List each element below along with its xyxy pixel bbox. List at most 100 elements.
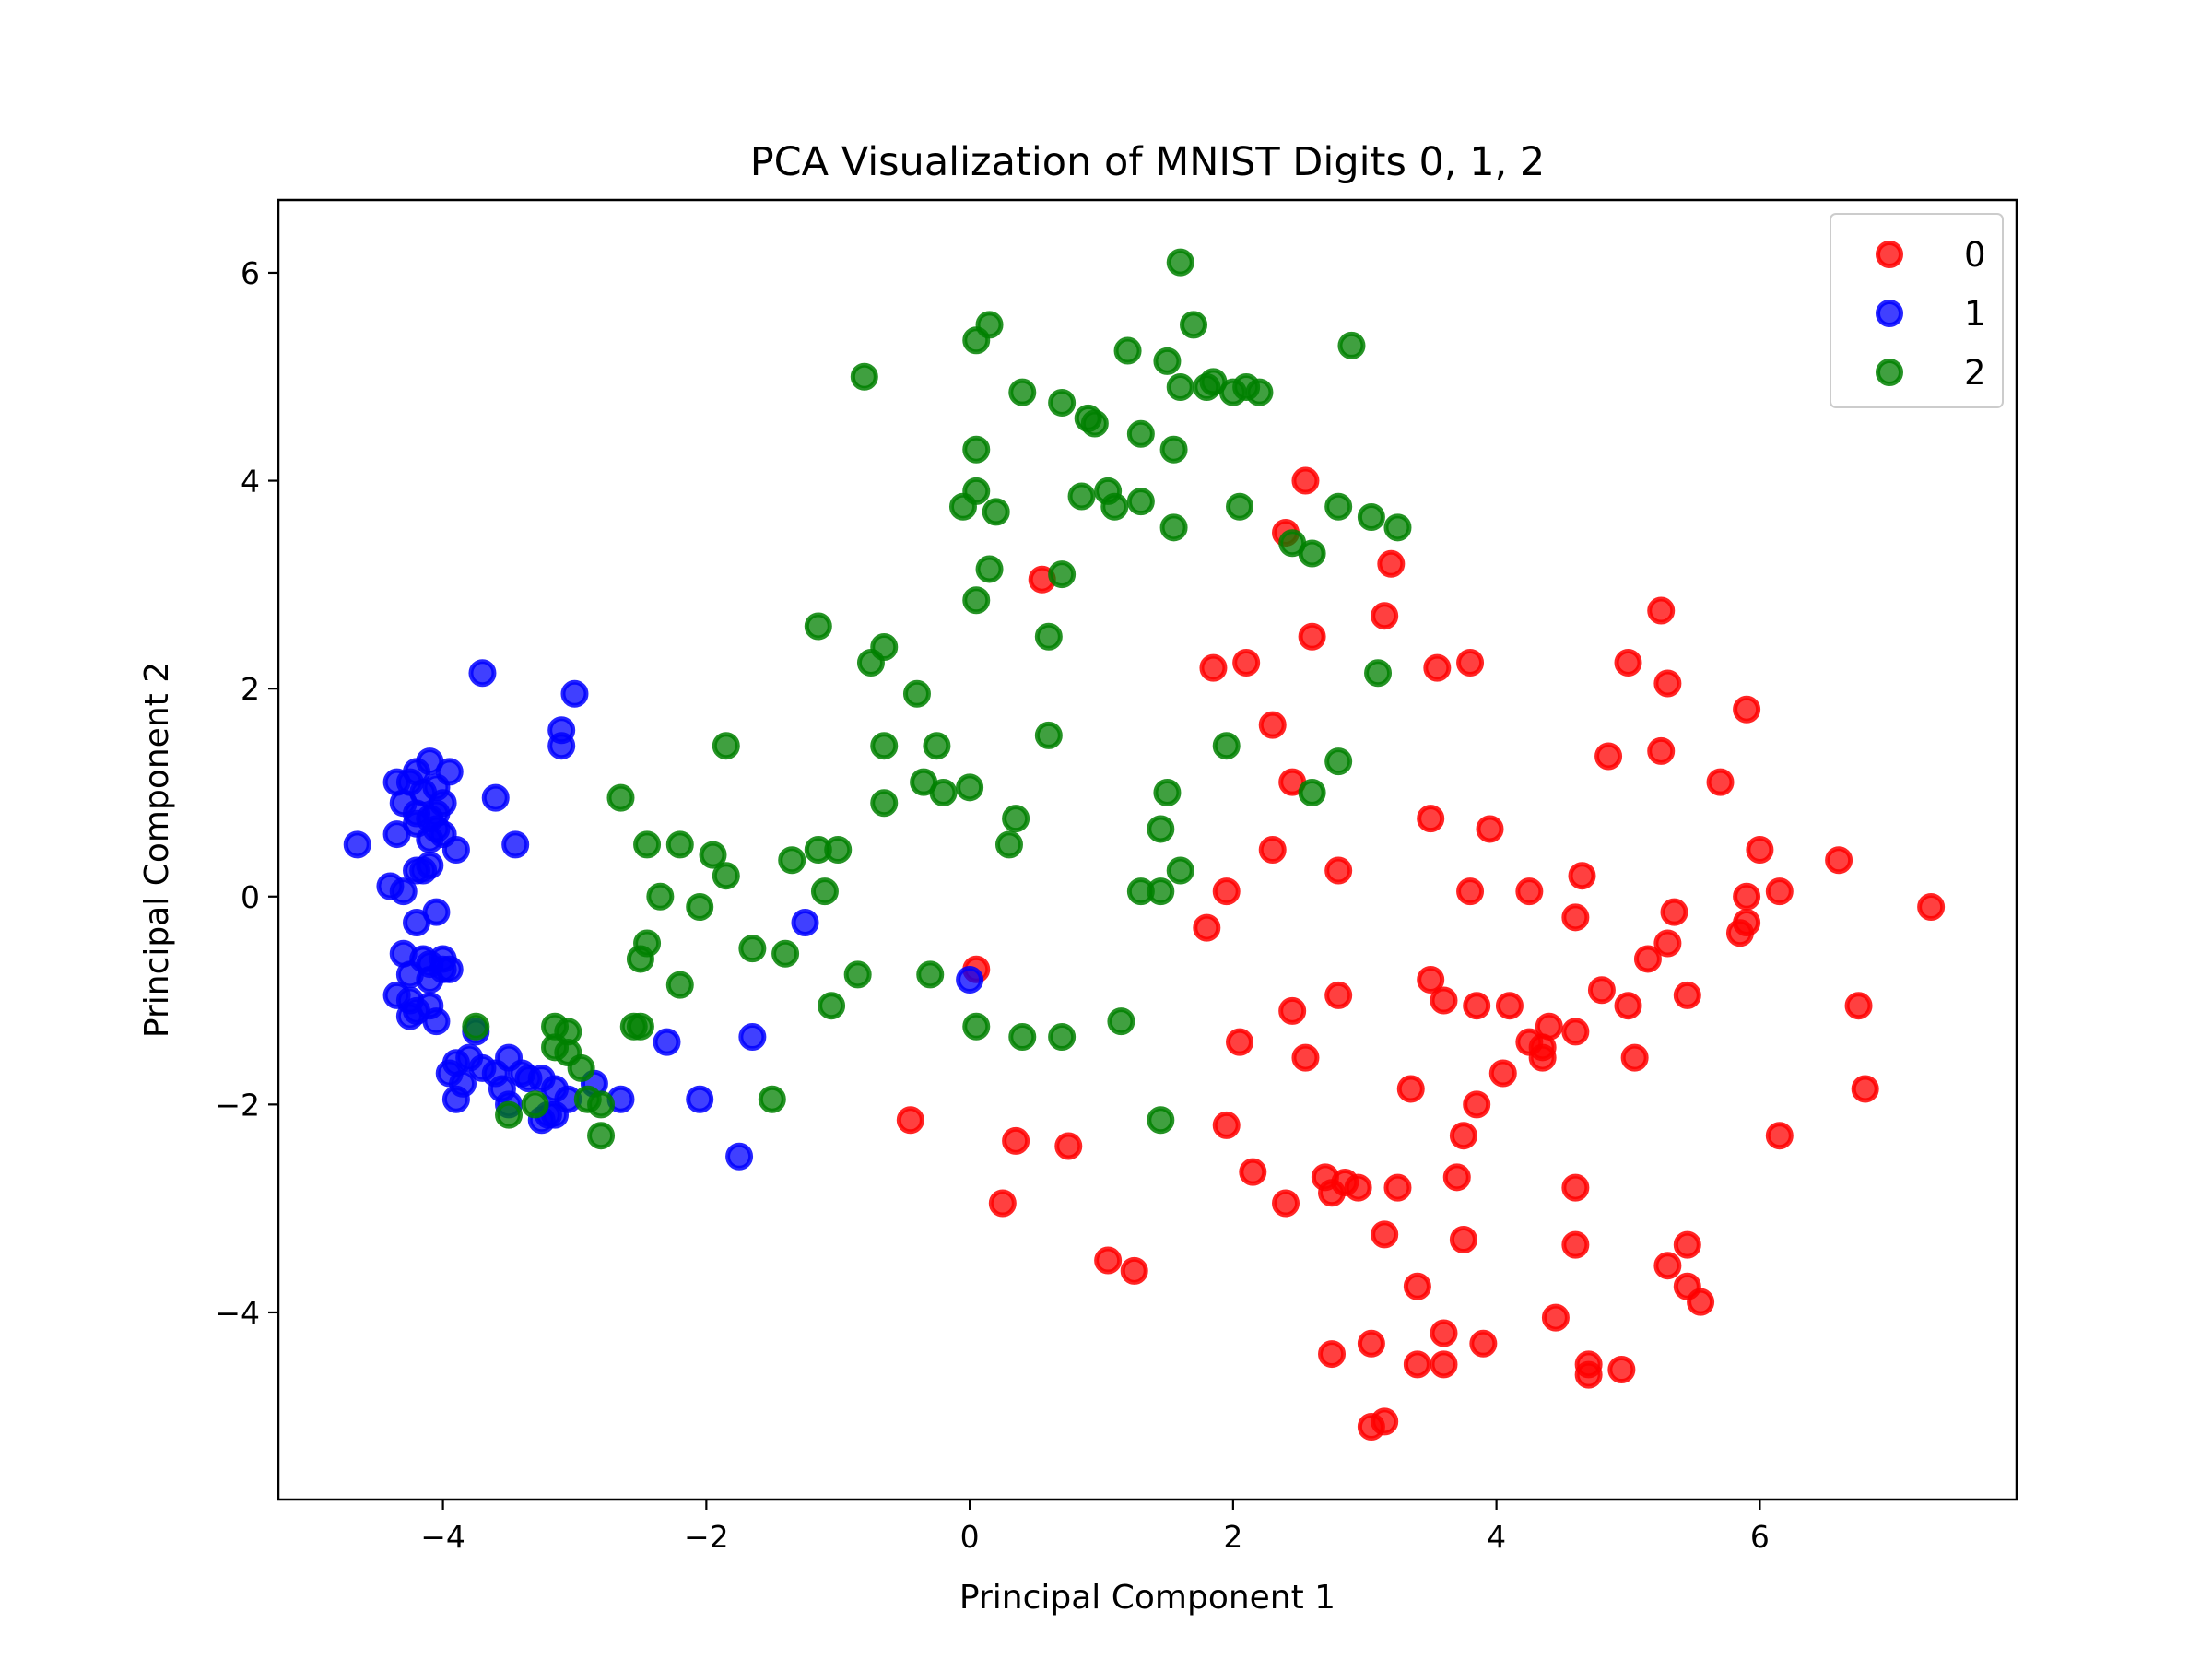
point-digit-0	[1765, 877, 1794, 906]
legend-marker-2	[1876, 359, 1903, 386]
point-digit-2	[1034, 721, 1063, 749]
x-tick-label: 2	[1223, 1519, 1242, 1555]
point-digit-2	[1153, 347, 1182, 375]
point-digit-2	[587, 1090, 616, 1119]
point-digit-2	[758, 1085, 786, 1113]
legend-box	[1830, 213, 2004, 408]
point-digit-2	[771, 939, 800, 968]
point-digit-1	[738, 1023, 767, 1052]
point-digit-1	[422, 1007, 451, 1036]
point-digit-0	[1232, 648, 1261, 677]
point-digit-2	[1298, 778, 1326, 806]
point-digit-2	[646, 882, 675, 911]
point-digit-1	[560, 679, 589, 708]
series-0-points	[896, 466, 1946, 1441]
x-tick-label: 0	[960, 1519, 980, 1555]
point-digit-0	[1226, 1028, 1254, 1056]
point-digit-2	[738, 935, 767, 963]
point-digit-0	[1417, 805, 1445, 833]
point-digit-1	[395, 1002, 424, 1030]
point-digit-2	[818, 992, 846, 1020]
point-digit-2	[962, 586, 991, 615]
point-digit-2	[850, 362, 878, 391]
point-digit-1	[725, 1142, 754, 1171]
point-digit-2	[626, 1012, 654, 1041]
point-digit-0	[1430, 1350, 1458, 1379]
point-digit-0	[1371, 1407, 1399, 1436]
axes-frame	[276, 198, 2018, 1501]
point-digit-0	[1324, 856, 1353, 885]
legend-label-2: 2	[1964, 353, 1986, 393]
point-digit-0	[1054, 1132, 1083, 1160]
point-digit-2	[1166, 856, 1194, 885]
series-1-points	[343, 659, 984, 1171]
point-digit-0	[1417, 966, 1445, 994]
point-digit-0	[1371, 602, 1399, 630]
point-digit-2	[956, 773, 984, 802]
point-digit-2	[1147, 1106, 1175, 1135]
point-digit-1	[791, 908, 819, 936]
point-digit-2	[994, 830, 1023, 859]
y-tick-label: −4	[215, 1295, 260, 1331]
x-axis-label: Principal Component 1	[959, 1579, 1335, 1617]
point-digit-0	[1324, 981, 1353, 1009]
point-digit-0	[1614, 992, 1642, 1020]
point-digit-0	[1120, 1256, 1148, 1285]
point-digit-0	[1344, 1173, 1372, 1202]
point-digit-2	[1002, 805, 1030, 833]
point-digit-0	[988, 1189, 1017, 1218]
point-digit-0	[1430, 986, 1458, 1015]
point-digit-0	[1515, 877, 1544, 906]
point-digit-2	[843, 960, 872, 989]
point-digit-0	[1561, 1230, 1590, 1259]
series-2-points	[462, 248, 1412, 1150]
point-digit-0	[1561, 903, 1590, 932]
point-digit-2	[902, 679, 931, 708]
y-tick-label: 6	[241, 255, 260, 291]
point-digit-0	[1094, 1246, 1123, 1275]
point-digit-0	[1212, 877, 1241, 906]
point-digit-0	[1456, 877, 1485, 906]
point-digit-2	[1048, 1023, 1077, 1052]
point-digit-2	[633, 830, 662, 859]
point-digit-0	[1844, 992, 1873, 1020]
point-digit-1	[481, 783, 510, 812]
point-digit-2	[1080, 409, 1109, 438]
point-digit-2	[962, 435, 991, 464]
point-digit-2	[1153, 778, 1182, 806]
point-digit-0	[1851, 1075, 1879, 1103]
point-digit-1	[468, 659, 497, 688]
point-digit-0	[896, 1106, 924, 1135]
point-digit-1	[653, 1028, 681, 1056]
point-digit-0	[1765, 1122, 1794, 1150]
point-digit-1	[343, 830, 371, 859]
point-digit-2	[824, 836, 853, 864]
point-digit-0	[1396, 1075, 1425, 1103]
point-digit-2	[665, 971, 694, 999]
y-tick-label: 0	[241, 879, 260, 915]
point-digit-2	[1008, 1023, 1037, 1052]
point-digit-2	[1100, 492, 1129, 521]
point-digit-0	[1673, 981, 1701, 1009]
point-digit-1	[956, 966, 984, 994]
point-digit-0	[1633, 945, 1662, 973]
point-digit-0	[1291, 1043, 1320, 1072]
x-tick-label: 6	[1750, 1519, 1770, 1555]
y-axis-ticks: −4 −2 0 2 4 6	[215, 255, 278, 1331]
point-digit-0	[1488, 1059, 1517, 1088]
chart-title: PCA Visualization of MNIST Digits 0, 1, …	[750, 139, 1546, 185]
point-digit-0	[1449, 1122, 1477, 1150]
point-digit-0	[1574, 1360, 1603, 1389]
point-digit-2	[665, 830, 694, 859]
point-digit-0	[1258, 836, 1287, 864]
point-digit-0	[1212, 1111, 1241, 1139]
point-digit-0	[1463, 992, 1491, 1020]
point-digit-0	[1469, 1329, 1498, 1358]
point-digit-2	[1126, 488, 1155, 516]
point-digit-0	[1430, 1319, 1458, 1347]
point-digit-2	[1113, 336, 1142, 365]
point-digit-1	[382, 820, 411, 849]
point-digit-0	[1495, 992, 1524, 1020]
point-digit-2	[923, 732, 951, 760]
